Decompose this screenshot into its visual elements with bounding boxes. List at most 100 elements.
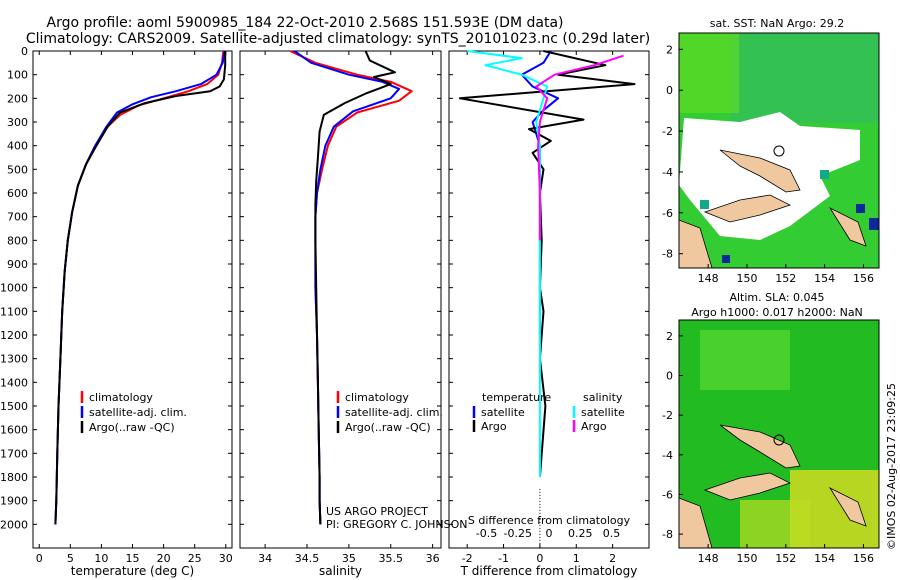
salinity-legend-label: climatology: [345, 391, 409, 404]
salinity-legend-label: Argo(..raw -QC): [345, 421, 431, 434]
depth-tick-label: 700: [7, 211, 28, 224]
temperature-xtick-label: 25: [188, 552, 202, 565]
temperature-xtick-label: 15: [126, 552, 140, 565]
map-xtick-label: 152: [775, 552, 796, 565]
depth-tick-label: 300: [7, 116, 28, 129]
sst-map-pixel: [869, 218, 879, 230]
map-ytick-label: 2: [666, 330, 673, 343]
map-xtick-label: 152: [775, 272, 796, 285]
depth-tick-label: 1700: [0, 447, 28, 460]
temperature-xtick-label: 10: [94, 552, 108, 565]
sst-map-axes: 148 150 152 154 156 2 0 -2 -4 -6 -8: [662, 43, 874, 285]
salinity-xtick-label: 34: [258, 552, 272, 565]
map-ytick-label: -2: [662, 125, 673, 138]
sla-map-land-png: [703, 472, 792, 501]
sla-map-mid-zone: [740, 500, 810, 548]
depth-tick-label: 600: [7, 187, 28, 200]
sst-map-land-solomon: [828, 207, 867, 247]
salinity-diff-tick-label: -0.25: [504, 527, 532, 540]
sst-map-warm-zone: [730, 33, 879, 123]
salinity-diff-tick-label: 0.25: [568, 527, 593, 540]
map-ytick-label: 0: [666, 84, 673, 97]
sst-map-float-marker: [773, 145, 785, 157]
salinity-series-2: [314, 50, 396, 525]
diff-legend-label: Argo: [481, 420, 507, 433]
map-ytick-label: -6: [662, 488, 673, 501]
salinity-xtick-label: 34.5: [295, 552, 320, 565]
sst-map-pixel: [700, 200, 709, 209]
sst-map: [678, 32, 880, 269]
map-xtick-label: 154: [814, 272, 835, 285]
salinity-xtick-label: 35.5: [379, 552, 404, 565]
difference-series-3: [535, 54, 624, 241]
salinity-diff-tick-label: 0.5: [603, 527, 621, 540]
depth-tick-label: 1800: [0, 471, 28, 484]
sla-map-axes: 148 150 152 154 156 2 0 -2 -4 -6 -8: [662, 330, 874, 565]
sla-map-land-newbritain: [719, 424, 801, 469]
difference-xtick-label: 0: [536, 552, 543, 565]
salinity-legend-label: satellite-adj. clim.: [345, 406, 443, 419]
depth-tick-label: 400: [7, 140, 28, 153]
salinity-series-1: [293, 50, 401, 525]
map-xtick-label: 150: [736, 552, 757, 565]
credit-text: ©IMOS 02-Aug-2017 23:09:25: [885, 383, 898, 550]
diff-legend-header-temp: temperature: [482, 391, 551, 404]
project-annotation: US ARGO PROJECT: [326, 505, 428, 518]
depth-tick-label: 1000: [0, 282, 28, 295]
depth-tick-label: 2000: [0, 518, 28, 531]
difference-xtick-label: 1: [573, 552, 580, 565]
diff-legend-label: satellite: [581, 406, 625, 419]
sst-map-west-zone: [679, 33, 739, 113]
salinity-plot: 34 34.5 35 35.5 36 salinity climatology satelli…: [240, 50, 467, 578]
depth-tick-label: 500: [7, 163, 28, 176]
depth-tick-label: 200: [7, 92, 28, 105]
sst-map-land-newbritain: [719, 149, 801, 193]
temperature-legend-label: satellite-adj. clim.: [89, 406, 187, 419]
salinity-diff-axis-label: S difference from climatology: [468, 514, 631, 527]
map-xtick-label: 148: [698, 552, 719, 565]
difference-series-2: [467, 50, 549, 477]
salinity-series-0: [289, 50, 413, 525]
map-ytick-label: -6: [662, 207, 673, 220]
sla-map: [678, 319, 880, 549]
map-ytick-label: -2: [662, 409, 673, 422]
sla-map-title-line1: Altim. SLA: 0.045: [729, 291, 824, 304]
difference-xlabel: T difference from climatology: [460, 564, 638, 578]
map-xtick-label: 156: [853, 272, 874, 285]
difference-xtick-label: 2: [609, 552, 616, 565]
depth-tick-label: 800: [7, 234, 28, 247]
salinity-xlabel: salinity: [319, 564, 362, 578]
depth-tick-label: 1900: [0, 495, 28, 508]
sla-map-land-solomon: [828, 487, 867, 527]
depth-tick-label: 1200: [0, 329, 28, 342]
salinity-diff-tick-label: -0.5: [476, 527, 497, 540]
depth-tick-label: 100: [7, 69, 28, 82]
salinity-xtick-label: 35: [342, 552, 356, 565]
sst-map-pixel: [820, 170, 829, 179]
diff-legend-header-sal: salinity: [583, 391, 623, 404]
sst-map-land-png: [703, 194, 792, 223]
temperature-xtick-label: 20: [157, 552, 171, 565]
map-xtick-label: 150: [736, 272, 757, 285]
sla-map-zone: [700, 330, 790, 390]
depth-tick-label: 1400: [0, 376, 28, 389]
salinity-diff-tick-label: 0: [546, 527, 553, 540]
temperature-xtick-label: 0: [36, 552, 43, 565]
map-ytick-label: 2: [666, 43, 673, 56]
temperature-xtick-label: 5: [67, 552, 74, 565]
pi-annotation: PI: GREGORY C. JOHNSON: [326, 518, 467, 531]
salinity-xtick-label: 36: [426, 552, 440, 565]
sla-map-frame: [678, 319, 880, 549]
temperature-series-2: [54, 51, 227, 525]
salinity-panel-frame: [239, 50, 442, 549]
depth-tick-label: 1600: [0, 424, 28, 437]
temperature-plot: 0 5 10 15 20 25 300100200300400500600700800900…: [0, 45, 233, 578]
temperature-series-1: [54, 50, 226, 525]
map-xtick-label: 154: [814, 552, 835, 565]
temperature-xtick-label: 30: [219, 552, 233, 565]
temperature-legend-label: Argo(..raw -QC): [89, 421, 175, 434]
temperature-legend-label: climatology: [89, 391, 153, 404]
sst-map-pixel: [856, 204, 865, 213]
difference-xtick-label: -2: [462, 552, 473, 565]
